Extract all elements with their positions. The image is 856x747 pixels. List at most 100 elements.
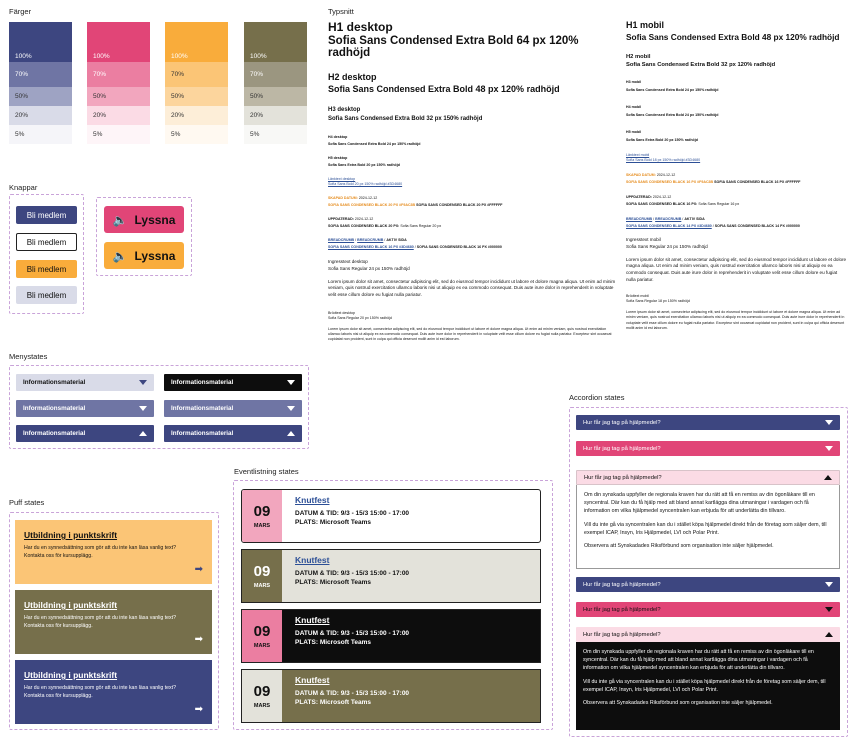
event-month: MARS (253, 583, 271, 589)
breadcrumb: BREADCRUMB / BREADCRUMB / AKTIV SIDA (328, 238, 407, 243)
caption-mobile-spec-row: SOFIA SANS CONDENSED BLACK 16 PX #F9AC3B… (626, 180, 848, 185)
swatch-level-label: 5% (171, 131, 181, 138)
accordion-open-dark[interactable]: Hur får jag tag på hjälpmedel? (576, 627, 840, 642)
color-swatch-orange-3: 50% (165, 87, 228, 106)
color-swatch-olive-2: 70% (244, 62, 307, 87)
caption-spec-orange: SOFIA SANS CONDENSED BLACK 16 PX #F9AC3B (626, 180, 714, 185)
event-date-value: 9/3 - 15/3 15:00 - 17:00 (340, 630, 410, 637)
color-swatch-pink-2: 70% (87, 62, 150, 87)
updated-mobile-spec-row: SOFIA SANS CONDENSED BLACK 16 PX: Sofia … (626, 202, 848, 207)
listen-button-pink[interactable]: 🔈 Lyssna (104, 206, 184, 233)
menu-label: Informationsmaterial (23, 405, 86, 412)
swatch-level-label: 20% (171, 112, 185, 119)
h3-desktop-label: H3 desktop (328, 107, 361, 113)
updated-spec-regular: Sofia Sans Regular 20 px (400, 224, 442, 229)
body-mobile-spec: Sofia Sans Regular 18 px 150% radhöjd (626, 299, 690, 304)
chevron-down-icon (825, 607, 833, 612)
date-label: SKAPAD DATUM: (328, 196, 358, 201)
ingress-desktop-spec: Sofia Sans Regular 24 px 150% radhöjd (328, 266, 410, 272)
body-desktop-sample: Lorem ipsum dolor sit amet, consectetur … (328, 326, 612, 341)
member-button-blue[interactable]: Bli medlem (16, 206, 77, 224)
puff-text: Har du en synnedsättning som gör att du … (24, 615, 176, 629)
event-card-olive[interactable]: 09 MARS Knutfest DATUM & TID: 9/3 - 15/3 … (241, 669, 541, 723)
accordion-question: Hur får jag tag på hjälpmedel? (583, 631, 661, 638)
member-button-orange[interactable]: Bli medlem (16, 260, 77, 278)
breadcrumb-link-2[interactable]: BREADCRUMB (357, 238, 384, 243)
breadcrumb-link-1[interactable]: BREADCRUMB (328, 238, 355, 243)
chevron-down-icon (825, 582, 833, 587)
swatch-level-label: 50% (93, 93, 107, 100)
accordion-closed-blue[interactable]: Hur får jag tag på hjälpmedel? (576, 415, 840, 430)
accordion-question: Hur får jag tag på hjälpmedel? (583, 445, 661, 452)
breadcrumb-spec-blue: SOFIA SANS CONDENSED BLACK 14 PX #3D4680 (626, 224, 712, 229)
puff-frame (9, 512, 219, 730)
swatch-level-label: 70% (171, 71, 185, 78)
ingress-mobile-sample: Lorem ipsum dolor sit amet, consectetur … (626, 256, 847, 282)
accordion-panel-dark: Om din synskada uppfyller de regionala k… (576, 642, 840, 730)
member-button-outline[interactable]: Bli medlem (16, 233, 77, 251)
event-date-label: DATUM & TID: (295, 690, 339, 697)
accordion-open-light[interactable]: Hur får jag tag på hjälpmedel? (576, 470, 840, 485)
event-title[interactable]: Knutfest (295, 495, 330, 505)
listen-button-orange[interactable]: 🔈 Lyssna (104, 242, 184, 269)
event-title[interactable]: Knutfest (295, 675, 330, 685)
accordion-paragraph: Vill du inte gå via syncentralen kan du … (583, 678, 826, 693)
accordion-closed-blue-2[interactable]: Hur får jag tag på hjälpmedel? (576, 577, 840, 592)
event-date: 09 MARS (242, 610, 282, 662)
ingress-mobile-label: Ingresstext mobil (626, 237, 661, 243)
date-label: SKAPAD DATUM: (626, 173, 656, 178)
updated-value: 2024-12-12 (354, 217, 374, 222)
menu-item-light[interactable]: Informationsmaterial (16, 374, 154, 391)
date-mobile-row: SKAPAD DATUM: 2024-12-12 (626, 173, 848, 178)
swatch-level-label: 100% (93, 53, 110, 60)
event-month: MARS (253, 523, 271, 529)
event-card-white[interactable]: 09 MARS Knutfest DATUM & TID: 9/3 - 15/3 … (241, 489, 541, 543)
arrow-right-icon: ➡ (194, 564, 203, 575)
color-swatch-blue-2: 70% (9, 62, 72, 87)
puff-olive[interactable]: Utbildning i punktskrift Har du en synne… (15, 590, 212, 654)
menu-item-black[interactable]: Informationsmaterial (164, 374, 302, 391)
colors-heading: Färger (9, 7, 32, 16)
breadcrumb-spec-blue: SOFIA SANS CONDENSED BLACK 16 PX #3D4680 (328, 245, 414, 250)
event-date-label: DATUM & TID: (295, 570, 339, 577)
puff-orange[interactable]: Utbildning i punktskrift Har du en synne… (15, 520, 212, 584)
member-button-grey[interactable]: Bli medlem (16, 286, 77, 304)
swatch-level-label: 70% (15, 71, 29, 78)
chevron-down-icon (287, 380, 295, 385)
updated-spec-bold: SOFIA SANS CONDENSED BLACK 16 PX: (626, 202, 698, 207)
link-mobile-label[interactable]: Länktext mobil (626, 153, 650, 158)
menu-label: Informationsmaterial (171, 379, 234, 386)
puff-blue[interactable]: Utbildning i punktskrift Har du en synne… (15, 660, 212, 724)
h2-desktop-spec: Sofia Sans Condensed Extra Bold 48 px 12… (328, 84, 560, 94)
menu-item-dark-open-2[interactable]: Informationsmaterial (164, 425, 302, 442)
breadcrumb-link-1[interactable]: BREADCRUMB (626, 217, 653, 222)
accordion-question: Hur får jag tag på hjälpmedel? (583, 606, 661, 613)
chevron-down-icon (825, 446, 833, 451)
event-card-grey[interactable]: 09 MARS Knutfest DATUM & TID: 9/3 - 15/3 … (241, 549, 541, 603)
menu-item-mid-2[interactable]: Informationsmaterial (164, 400, 302, 417)
breadcrumb-link-2[interactable]: BREADCRUMB (655, 217, 682, 222)
swatch-level-label: 100% (250, 53, 267, 60)
accordion-closed-pink[interactable]: Hur får jag tag på hjälpmedel? (576, 441, 840, 456)
chevron-down-icon (139, 406, 147, 411)
h3-mobile-spec: Sofia Sans Condensed Extra Bold 24 px 15… (626, 88, 719, 93)
swatch-level-label: 5% (93, 131, 103, 138)
menu-item-mid[interactable]: Informationsmaterial (16, 400, 154, 417)
accordion-frame (569, 407, 848, 737)
event-title[interactable]: Knutfest (295, 615, 330, 625)
swatch-level-label: 5% (250, 131, 260, 138)
event-title[interactable]: Knutfest (295, 555, 330, 565)
h2-mobile-spec: Sofia Sans Condensed Extra Bold 32 px 12… (626, 62, 776, 68)
h4-desktop-label: H4 desktop (328, 135, 348, 139)
menu-item-dark-open[interactable]: Informationsmaterial (16, 425, 154, 442)
accordion-question: Hur får jag tag på hjälpmedel? (583, 419, 661, 426)
swatch-level-label: 50% (171, 93, 185, 100)
breadcrumb-active: AKTIV SIDA (684, 217, 705, 222)
updated-label: UPPDATERAD: (328, 217, 354, 222)
event-card-black[interactable]: 09 MARS Knutfest DATUM & TID: 9/3 - 15/3 … (241, 609, 541, 663)
puff-title: Utbildning i punktskrift (24, 530, 118, 540)
link-desktop-label[interactable]: Länktext desktop (328, 177, 356, 182)
accordion-closed-pink-2[interactable]: Hur får jag tag på hjälpmedel? (576, 602, 840, 617)
buttons-frame-small (9, 194, 84, 314)
buttons-heading: Knappar (9, 183, 38, 192)
